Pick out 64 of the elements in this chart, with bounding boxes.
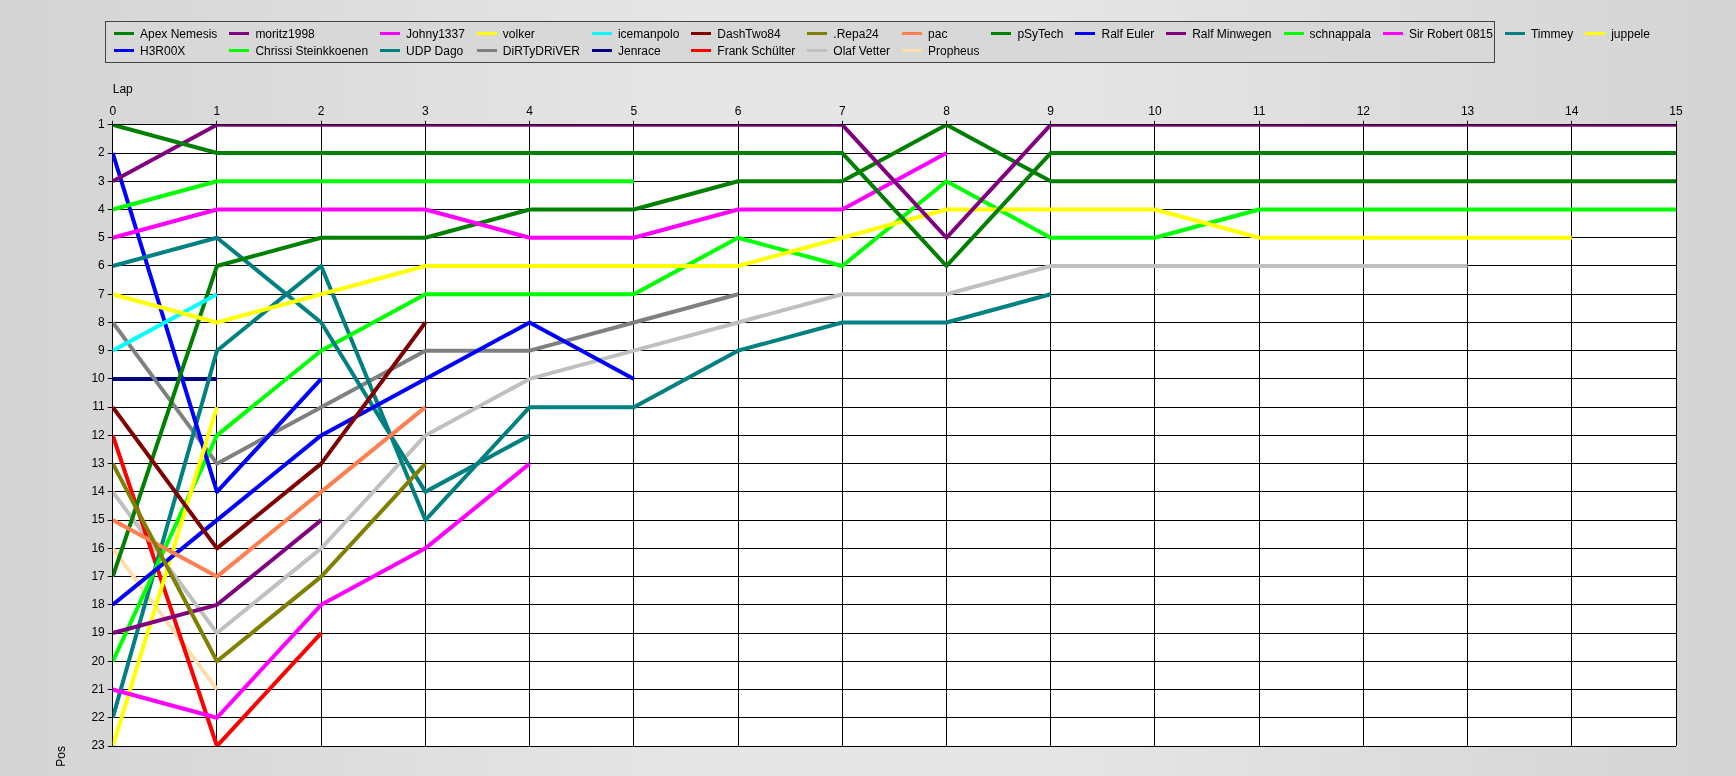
x-tick-label: 6 [734, 103, 742, 118]
x-tick-label: 1 [213, 103, 221, 118]
legend-label: Johny1337 [406, 26, 465, 41]
x-tick-label: 0 [109, 103, 117, 118]
legend-label: juppele [1611, 26, 1650, 41]
y-tick-label: 12 [91, 427, 106, 442]
y-tick-label: 14 [91, 484, 106, 499]
legend-label: Sir Robert 0815 [1408, 26, 1493, 41]
y-tick-label: 19 [91, 625, 106, 640]
legend-label: .Repa24 [833, 26, 879, 41]
x-tick-label: 12 [1356, 103, 1371, 118]
legend-label: Ralf Euler [1101, 26, 1155, 41]
x-tick-label: 14 [1565, 103, 1579, 118]
y-tick-label: 21 [91, 681, 106, 696]
y-tick-label: 1 [98, 117, 106, 132]
y-tick-label: 8 [98, 314, 106, 329]
y-tick-label: 17 [91, 568, 106, 583]
y-tick-label: 16 [91, 540, 106, 555]
x-tick-label: 5 [630, 103, 638, 118]
legend-label: volker [502, 26, 535, 41]
y-tick-label: 20 [91, 653, 106, 668]
legend-label: icemanpolo [617, 26, 680, 41]
legend-label: pSyTech [1017, 26, 1064, 41]
y-tick-label: 18 [91, 597, 106, 612]
y-tick-label: 15 [91, 512, 106, 527]
y-tick-label: 23 [91, 738, 106, 753]
x-tick-label: 10 [1148, 103, 1162, 118]
legend-label: Olaf Vetter [833, 43, 891, 58]
legend-label: Ralf Minwegen [1192, 26, 1272, 41]
legend-label: schnappala [1309, 26, 1371, 41]
x-tick-label: 3 [422, 103, 430, 118]
legend-label: Apex Nemesis [140, 26, 218, 41]
legend-label: DashTwo84 [717, 26, 781, 41]
x-tick-label: 8 [943, 103, 951, 118]
y-tick-label: 4 [98, 201, 106, 216]
y-tick-label: 7 [98, 286, 106, 301]
y-tick-label: 22 [91, 710, 106, 725]
x-tick-label: 2 [317, 103, 325, 118]
legend-label: Jenrace [617, 43, 661, 58]
x-tick-label: 15 [1669, 103, 1683, 118]
x-tick-label: 4 [526, 103, 534, 118]
y-tick-label: 9 [98, 343, 106, 357]
legend-label: pac [928, 26, 948, 41]
legend-label: H3R00X [140, 43, 186, 58]
legend-label: UDP Dago [406, 43, 464, 58]
x-tick-label: 13 [1460, 103, 1475, 118]
y-tick-label: 6 [98, 258, 106, 273]
x-tick-label: 11 [1252, 103, 1266, 118]
y-tick-label: 11 [92, 399, 106, 414]
y-axis-title: Pos [53, 746, 68, 767]
legend-label: DiRTyDRiVER [502, 43, 580, 58]
x-tick-label: 9 [1047, 103, 1055, 118]
y-tick-label: 2 [98, 145, 106, 160]
legend-label: Frank Schülter [717, 43, 796, 58]
legend-label: Timmey [1530, 26, 1574, 41]
legend-label: Propheus [928, 43, 980, 58]
legend-label: Chrissi Steinkkoenen [255, 43, 369, 58]
y-tick-label: 5 [98, 230, 106, 245]
y-tick-label: 13 [91, 455, 106, 470]
x-axis-title: Lap [112, 81, 134, 96]
x-tick-label: 7 [838, 103, 846, 118]
y-tick-label: 10 [91, 371, 106, 386]
legend-label: moritz1998 [255, 26, 315, 41]
y-tick-label: 3 [98, 173, 106, 188]
